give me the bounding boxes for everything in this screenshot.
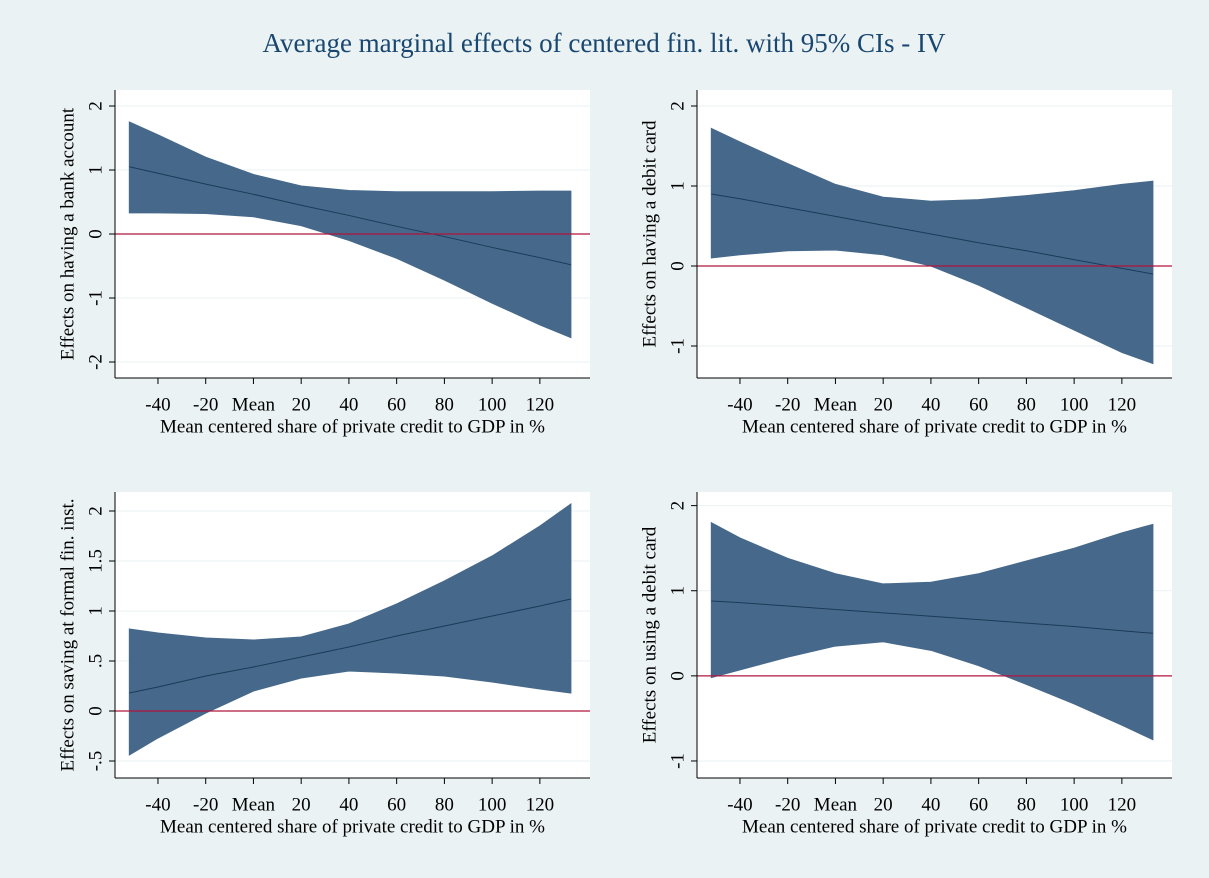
x-tick-label: 120 [526,794,555,815]
y-tick-label: -1 [85,290,106,306]
x-tick-label: -40 [727,794,752,815]
x-tick-label: 100 [478,794,507,815]
x-tick-label: 80 [435,794,454,815]
y-tick-label: 2 [85,506,106,516]
ci-band [128,121,572,339]
y-axis-title: Effects on having a debit card [639,120,660,348]
x-tick-label: 60 [387,794,406,815]
y-tick-label: .5 [85,654,106,668]
x-tick-label: 120 [526,394,555,415]
chart-title: Average marginal effects of centered fin… [262,28,946,58]
x-tick-label: 100 [1060,394,1089,415]
y-tick-label: 1 [667,586,688,596]
ci-band [710,521,1154,741]
x-axis-title: Mean centered share of private credit to… [160,416,545,437]
x-tick-label: -20 [193,394,218,415]
y-tick-label: 1 [85,165,106,175]
estimate-line [129,166,572,266]
x-tick-label: -20 [193,794,218,815]
y-tick-label: 2 [667,101,688,111]
y-tick-label: 2 [667,501,688,511]
x-tick-label: 60 [969,794,988,815]
x-tick-label: 80 [435,394,454,415]
x-tick-label: 20 [292,794,311,815]
x-tick-label: 60 [969,394,988,415]
x-tick-label: Mean [232,794,276,815]
x-tick-label: 100 [1060,794,1089,815]
y-tick-label: -.5 [85,751,106,772]
x-tick-label: 20 [874,794,893,815]
x-tick-label: 100 [478,394,507,415]
y-tick-label: 0 [667,261,688,271]
y-tick-label: 0 [85,706,106,716]
x-tick-label: 20 [874,394,893,415]
x-tick-label: 120 [1108,794,1137,815]
y-tick-label: -1 [667,338,688,354]
x-tick-label: 80 [1017,394,1036,415]
estimate-line [129,598,572,694]
x-tick-label: 40 [339,794,358,815]
y-tick-label: -1 [667,753,688,769]
y-tick-label: 0 [85,229,106,239]
x-axis-title: Mean centered share of private credit to… [160,816,545,837]
x-axis-title: Mean centered share of private credit to… [742,816,1127,837]
y-axis-title: Effects on saving at formal fin. inst. [57,499,78,772]
x-tick-label: -20 [775,394,800,415]
x-tick-label: 80 [1017,794,1036,815]
x-tick-label: -20 [775,794,800,815]
ci-band [710,127,1154,365]
x-tick-label: 40 [339,394,358,415]
y-tick-label: 1.5 [85,549,106,573]
estimate-line [711,600,1153,634]
y-tick-label: 1 [85,606,106,616]
y-tick-label: 1 [667,181,688,191]
x-tick-label: Mean [814,794,858,815]
y-axis-title: Effects on having a bank account [57,107,78,360]
x-tick-label: 120 [1108,394,1137,415]
y-tick-label: 2 [85,101,106,111]
x-tick-label: -40 [145,394,170,415]
x-tick-label: 40 [921,394,940,415]
x-tick-label: -40 [727,394,752,415]
x-tick-label: Mean [232,394,276,415]
x-tick-label: -40 [145,794,170,815]
estimate-line [711,193,1153,275]
x-tick-label: 40 [921,794,940,815]
x-tick-label: Mean [814,394,858,415]
ci-band [128,503,572,756]
x-tick-label: 60 [387,394,406,415]
y-tick-label: 0 [667,671,688,681]
x-tick-label: 20 [292,394,311,415]
y-axis-title: Effects on using a debit card [639,526,660,743]
y-tick-label: -2 [85,354,106,370]
x-axis-title: Mean centered share of private credit to… [742,416,1127,437]
